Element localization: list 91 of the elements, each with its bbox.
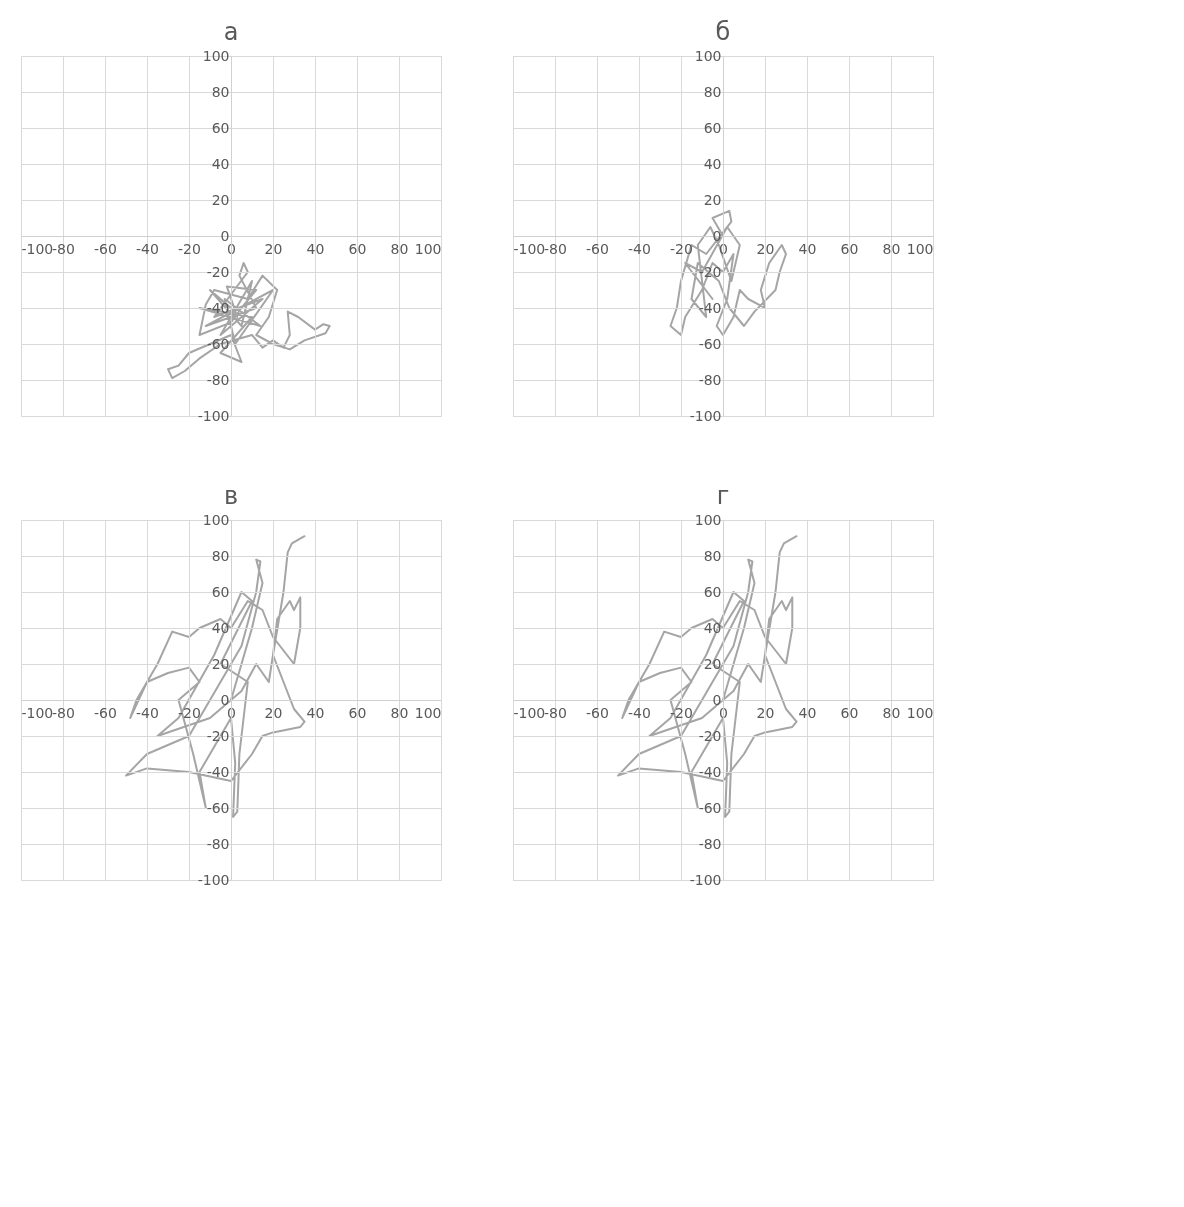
- x-tick-label: -80: [544, 704, 567, 721]
- x-tick-label: -100: [21, 240, 54, 257]
- y-tick-label: 60: [211, 583, 230, 600]
- x-tick-label: 60: [348, 240, 367, 257]
- x-tick-label: -20: [670, 704, 693, 721]
- y-tick-label: -100: [689, 407, 722, 424]
- y-tick-label: 60: [703, 583, 722, 600]
- y-tick-label: 100: [694, 47, 722, 64]
- line-series: [617, 535, 798, 818]
- x-tick-label: -60: [94, 704, 117, 721]
- y-tick-label: -40: [698, 299, 722, 316]
- x-tick-label: -80: [52, 240, 75, 257]
- y-tick-label: -80: [206, 835, 230, 852]
- x-tick-label: -40: [136, 240, 159, 257]
- x-tick-label: -100: [513, 240, 546, 257]
- y-tick-label: 80: [703, 83, 722, 100]
- y-tick-label: -60: [206, 799, 230, 816]
- x-tick-label: -40: [628, 704, 651, 721]
- x-tick-label: 40: [798, 704, 817, 721]
- y-tick-label: 0: [220, 227, 230, 244]
- y-tick-label: 0: [220, 691, 230, 708]
- x-tick-label: -20: [670, 240, 693, 257]
- x-tick-label: 100: [906, 240, 934, 257]
- y-tick-label: 60: [703, 119, 722, 136]
- x-tick-label: 20: [264, 240, 283, 257]
- x-tick-label: 60: [840, 704, 859, 721]
- y-tick-label: -20: [698, 263, 722, 280]
- y-tick-label: 40: [211, 155, 230, 172]
- y-tick-label: 0: [712, 691, 722, 708]
- x-tick-label: 100: [906, 704, 934, 721]
- y-tick-label: 40: [211, 619, 230, 636]
- x-tick-label: -20: [178, 704, 201, 721]
- y-tick-label: -100: [689, 871, 722, 888]
- y-tick-label: 100: [202, 511, 230, 528]
- x-tick-label: -40: [136, 704, 159, 721]
- line-series: [669, 209, 787, 336]
- y-tick-label: -60: [206, 335, 230, 352]
- x-tick-label: -80: [544, 240, 567, 257]
- y-tick-label: 60: [211, 119, 230, 136]
- x-tick-label: 80: [390, 704, 409, 721]
- y-tick-label: -80: [698, 835, 722, 852]
- y-tick-label: 100: [202, 47, 230, 64]
- x-tick-label: -80: [52, 704, 75, 721]
- x-tick-label: 40: [306, 704, 325, 721]
- y-tick-label: 20: [703, 655, 722, 672]
- y-tick-label: -40: [206, 763, 230, 780]
- x-tick-label: -60: [586, 240, 609, 257]
- y-tick-label: -100: [197, 407, 230, 424]
- x-tick-label: -100: [21, 704, 54, 721]
- x-tick-label: 40: [306, 240, 325, 257]
- y-tick-label: -40: [206, 299, 230, 316]
- y-tick-label: -100: [197, 871, 230, 888]
- x-tick-label: -20: [178, 240, 201, 257]
- x-tick-label: 80: [882, 704, 901, 721]
- y-tick-label: -20: [698, 727, 722, 744]
- line-series: [125, 535, 306, 818]
- chart-title: г: [716, 482, 730, 510]
- y-tick-label: 40: [703, 619, 722, 636]
- y-tick-label: -80: [206, 371, 230, 388]
- y-tick-label: -80: [698, 371, 722, 388]
- chart-title: б: [715, 18, 731, 46]
- x-tick-label: 80: [882, 240, 901, 257]
- y-tick-label: 80: [211, 83, 230, 100]
- y-tick-label: -60: [698, 799, 722, 816]
- y-tick-label: 80: [211, 547, 230, 564]
- x-tick-label: -40: [628, 240, 651, 257]
- x-tick-label: 20: [756, 240, 775, 257]
- y-tick-label: 20: [703, 191, 722, 208]
- y-tick-label: -20: [206, 727, 230, 744]
- x-tick-label: -100: [513, 704, 546, 721]
- y-tick-label: -20: [206, 263, 230, 280]
- y-tick-label: 0: [712, 227, 722, 244]
- x-tick-label: -60: [94, 240, 117, 257]
- x-tick-label: 100: [414, 240, 442, 257]
- chart-title: в: [223, 482, 239, 510]
- x-tick-label: 80: [390, 240, 409, 257]
- y-tick-label: 20: [211, 191, 230, 208]
- y-tick-label: 100: [694, 511, 722, 528]
- y-tick-label: 20: [211, 655, 230, 672]
- chart-title: а: [223, 18, 239, 46]
- y-tick-label: 80: [703, 547, 722, 564]
- y-tick-label: -60: [698, 335, 722, 352]
- y-tick-label: 40: [703, 155, 722, 172]
- x-tick-label: 100: [414, 704, 442, 721]
- x-tick-label: 60: [840, 240, 859, 257]
- x-tick-label: 40: [798, 240, 817, 257]
- y-tick-label: -40: [698, 763, 722, 780]
- x-tick-label: -60: [586, 704, 609, 721]
- x-tick-label: 60: [348, 704, 367, 721]
- x-tick-label: 20: [264, 704, 283, 721]
- x-tick-label: 20: [756, 704, 775, 721]
